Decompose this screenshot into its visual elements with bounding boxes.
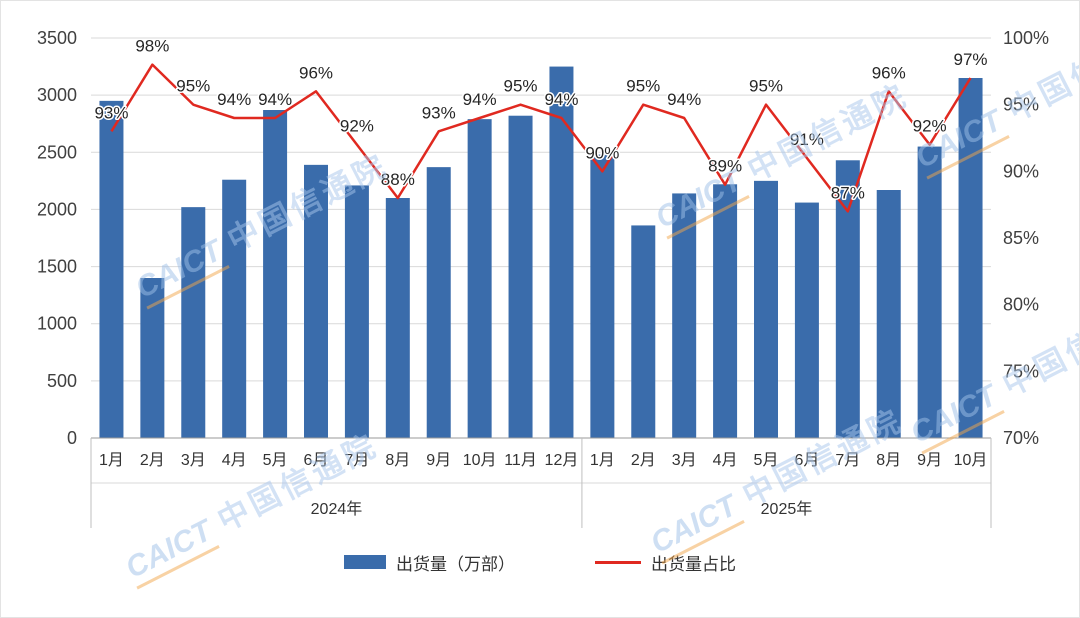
left-axis-tick: 2000 <box>37 199 77 219</box>
x-tick-1: 2月 <box>140 452 165 469</box>
line-label-18: 87% <box>831 183 865 202</box>
line-label-6: 92% <box>340 117 374 136</box>
bar-1 <box>140 278 165 438</box>
x-tick-19: 8月 <box>876 452 901 469</box>
bar-18 <box>835 160 860 439</box>
right-axis-tick: 85% <box>1003 228 1039 248</box>
line-label-10: 95% <box>504 77 538 96</box>
line-label-13: 95% <box>626 77 660 96</box>
x-tick-6: 7月 <box>344 452 369 469</box>
bar-17 <box>794 202 819 438</box>
line-label-21: 97% <box>954 50 988 69</box>
line-label-9: 94% <box>463 90 497 109</box>
x-tick-5: 6月 <box>304 452 329 469</box>
x-tick-9: 10月 <box>463 452 497 469</box>
bar-2 <box>181 207 206 438</box>
bar-7 <box>385 198 410 438</box>
bar-19 <box>876 190 901 438</box>
bar-16 <box>754 180 778 438</box>
line-label-17: 91% <box>790 130 824 149</box>
bar-9 <box>467 119 492 439</box>
right-axis-tick: 75% <box>1003 361 1039 381</box>
x-tick-3: 4月 <box>222 452 247 469</box>
x-tick-12: 1月 <box>590 452 615 469</box>
line-label-0: 93% <box>94 103 128 122</box>
line-label-5: 96% <box>299 63 333 82</box>
line-label-8: 93% <box>422 103 456 122</box>
x-tick-16: 5月 <box>754 452 779 469</box>
bar-21 <box>958 78 983 438</box>
left-axis-tick: 0 <box>67 428 77 448</box>
legend-bar-label: 出货量（万部） <box>396 554 515 574</box>
x-tick-17: 6月 <box>794 452 819 469</box>
bar-3 <box>222 179 247 438</box>
line-label-11: 94% <box>544 90 578 109</box>
right-axis-tick: 90% <box>1003 161 1039 181</box>
line-label-20: 92% <box>913 117 947 136</box>
bar-11 <box>549 66 574 439</box>
right-axis-tick: 80% <box>1003 295 1039 315</box>
x-tick-10: 11月 <box>504 452 537 469</box>
x-tick-2: 3月 <box>181 452 206 469</box>
x-tick-4: 5月 <box>263 452 288 469</box>
x-tick-21: 10月 <box>954 452 988 469</box>
x-tick-20: 9月 <box>917 452 942 469</box>
line-label-16: 95% <box>749 77 783 96</box>
line-label-4: 94% <box>258 90 292 109</box>
left-axis-tick: 2500 <box>37 142 77 162</box>
line-label-15: 89% <box>708 157 742 176</box>
bar-10 <box>508 115 533 438</box>
x-tick-8: 9月 <box>426 452 451 469</box>
left-axis-tick: 500 <box>47 371 77 391</box>
line-label-19: 96% <box>872 63 906 82</box>
line-label-12: 90% <box>585 143 619 162</box>
x-tick-13: 2月 <box>631 452 656 469</box>
left-axis-tick: 3500 <box>37 28 77 48</box>
line-label-14: 94% <box>667 90 701 109</box>
legend-item-line: 出货量占比 <box>595 550 736 575</box>
bar-5 <box>304 164 328 438</box>
bar-15 <box>713 184 738 438</box>
right-axis-tick: 100% <box>1003 28 1049 48</box>
left-axis-tick: 1000 <box>37 314 77 334</box>
left-axis-tick: 1500 <box>37 257 77 277</box>
line-label-1: 98% <box>135 37 169 56</box>
bar-20 <box>917 146 942 439</box>
x-tick-0: 1月 <box>99 452 124 469</box>
legend-line-swatch <box>595 560 641 564</box>
bar-12 <box>590 154 615 439</box>
x-tick-18: 7月 <box>835 452 860 469</box>
share-line <box>110 63 972 213</box>
legend-line-label: 出货量占比 <box>651 554 736 574</box>
right-axis-tick: 95% <box>1003 95 1039 115</box>
bar-6 <box>344 185 369 438</box>
legend-item-bar: 出货量（万部） <box>344 550 515 575</box>
line-label-2: 95% <box>176 77 210 96</box>
x-tick-15: 4月 <box>713 452 738 469</box>
bar-8 <box>426 167 451 438</box>
year-label-0: 2024年 <box>311 500 363 518</box>
x-tick-11: 12月 <box>545 452 579 469</box>
bar-14 <box>672 193 697 438</box>
right-axis-tick: 70% <box>1003 428 1039 448</box>
line-label-3: 94% <box>217 90 251 109</box>
legend: 出货量（万部） 出货量占比 <box>1 549 1079 575</box>
year-label-1: 2025年 <box>761 500 813 518</box>
x-tick-7: 8月 <box>385 452 410 469</box>
left-axis-tick: 3000 <box>37 85 77 105</box>
bar-0 <box>99 100 124 438</box>
bar-4 <box>263 110 288 438</box>
legend-bar-swatch <box>344 555 386 569</box>
bar-13 <box>631 225 656 438</box>
line-label-7: 88% <box>381 170 415 189</box>
x-tick-14: 3月 <box>672 452 697 469</box>
